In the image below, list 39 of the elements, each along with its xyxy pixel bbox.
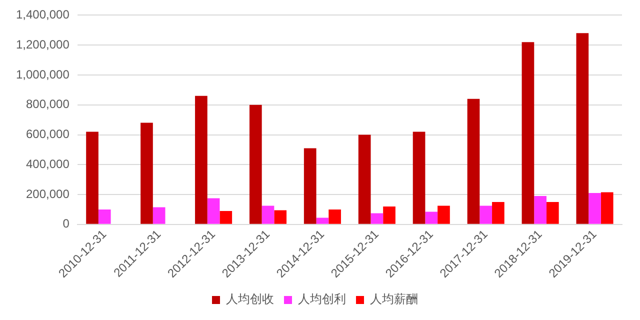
bar [480,206,492,224]
bar [370,213,384,224]
legend-label: 人均创收 [226,292,274,306]
bar [328,209,341,224]
bar [588,193,601,224]
bar [249,104,262,224]
bar [534,196,546,224]
bar [152,207,166,224]
y-tick-label: 1,200,000 [16,37,70,52]
bar [262,206,274,224]
bar [438,206,450,224]
bar [220,210,232,224]
bar [383,206,396,224]
y-tick-label: 0 [62,216,70,231]
bar [98,209,111,224]
bar [576,33,589,224]
bar [304,148,316,224]
y-tick-label: 600,000 [26,127,70,142]
y-tick-label: 200,000 [26,186,70,201]
bar [358,134,371,224]
legend-label: 人均创利 [298,292,346,306]
legend-label: 人均薪酬 [370,292,418,306]
bar [274,210,287,224]
y-tick-label: 400,000 [26,156,70,171]
bar [207,198,220,224]
bar [522,42,534,224]
bar [492,202,504,224]
y-tick-label: 800,000 [26,97,70,112]
bar [412,132,426,224]
bar [600,192,614,224]
bar [86,132,98,224]
bar [467,98,480,224]
bar [140,122,153,224]
y-tick-label: 1,400,000 [16,8,70,22]
bar [546,202,559,224]
bar [425,212,438,224]
bar [195,96,208,224]
y-tick-label: 1,000,000 [16,67,70,82]
bar [316,218,329,224]
